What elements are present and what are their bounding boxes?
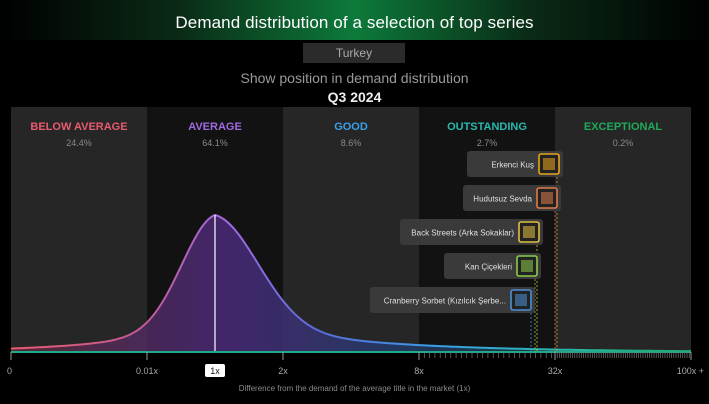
band-share: 8.6% <box>341 138 362 148</box>
band-share: 64.1% <box>202 138 228 148</box>
thumbnail-image <box>521 260 533 272</box>
x-tick-label: 0 <box>7 366 12 376</box>
thumbnail-image <box>541 192 553 204</box>
distribution-curve <box>10 213 691 353</box>
x-tick-label: 1x <box>210 366 220 376</box>
x-axis-label: Difference from the demand of the averag… <box>238 384 471 393</box>
band-share: 24.4% <box>66 138 92 148</box>
band-label: BELOW AVERAGE <box>30 121 127 133</box>
band-label: OUTSTANDING <box>447 121 527 133</box>
title-box <box>400 219 543 245</box>
band-share: 2.7% <box>477 138 498 148</box>
x-tick-label: 8x <box>414 366 424 376</box>
title-name: Hudutsuz Sevda <box>473 195 532 204</box>
x-tick-label: 100x + <box>677 366 704 376</box>
band-share: 0.2% <box>613 138 634 148</box>
title-banner <box>0 0 709 40</box>
title-box <box>370 287 535 313</box>
band-below-average <box>11 107 147 352</box>
band-label: GOOD <box>334 121 368 133</box>
band-label: AVERAGE <box>188 121 242 133</box>
thumbnail-image <box>543 158 555 170</box>
title-name: Cranberry Sorbet (Kızılcık Şerbe... <box>384 297 506 306</box>
x-tick-highlight <box>205 364 225 377</box>
x-tick-label: 0.01x <box>136 366 159 376</box>
x-tick-label: 2x <box>278 366 288 376</box>
title-name: Kan Çiçekleri <box>465 263 512 272</box>
title-name: Back Streets (Arka Sokaklar) <box>411 229 514 238</box>
band-label: EXCEPTIONAL <box>584 121 663 133</box>
title-name: Erkenci Kuş <box>491 161 534 170</box>
market-label: Turkey <box>303 43 405 63</box>
chart-subtitle: Show position in demand distribution <box>240 70 469 86</box>
period-label: Q3 2024 <box>327 89 382 105</box>
band-exceptional <box>555 107 691 352</box>
x-tick-label: 32x <box>548 366 563 376</box>
thumbnail-image <box>515 294 527 306</box>
thumbnail-image <box>523 226 535 238</box>
distribution-area <box>11 215 691 352</box>
chart-title: Demand distribution of a selection of to… <box>175 13 534 32</box>
